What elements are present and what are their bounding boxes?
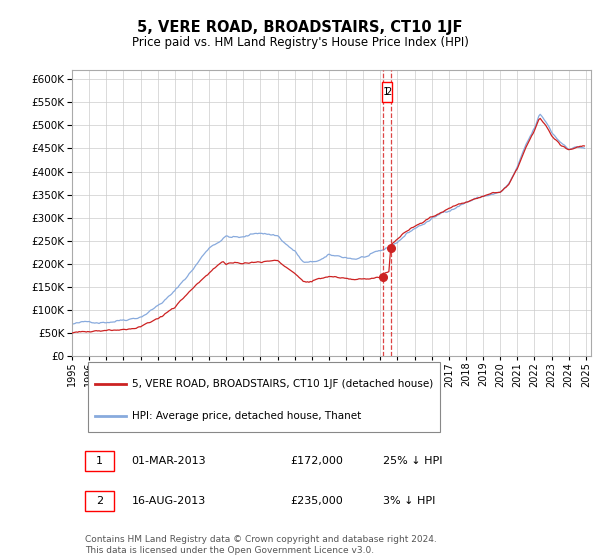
FancyBboxPatch shape <box>85 451 113 471</box>
Text: £172,000: £172,000 <box>290 456 343 466</box>
Text: 5, VERE ROAD, BROADSTAIRS, CT10 1JF: 5, VERE ROAD, BROADSTAIRS, CT10 1JF <box>137 20 463 35</box>
Text: Contains HM Land Registry data © Crown copyright and database right 2024.
This d: Contains HM Land Registry data © Crown c… <box>85 535 437 556</box>
Text: 1: 1 <box>96 456 103 466</box>
Text: 2: 2 <box>95 496 103 506</box>
Bar <box>382 82 392 102</box>
Text: HPI: Average price, detached house, Thanet: HPI: Average price, detached house, Than… <box>131 410 361 421</box>
Text: 25% ↓ HPI: 25% ↓ HPI <box>383 456 443 466</box>
Text: 2: 2 <box>385 87 392 97</box>
Text: 1: 1 <box>383 87 389 97</box>
Text: 5, VERE ROAD, BROADSTAIRS, CT10 1JF (detached house): 5, VERE ROAD, BROADSTAIRS, CT10 1JF (det… <box>131 379 433 389</box>
Text: Price paid vs. HM Land Registry's House Price Index (HPI): Price paid vs. HM Land Registry's House … <box>131 36 469 49</box>
FancyBboxPatch shape <box>88 362 440 432</box>
FancyBboxPatch shape <box>85 491 113 511</box>
Text: 3% ↓ HPI: 3% ↓ HPI <box>383 496 436 506</box>
Text: 01-MAR-2013: 01-MAR-2013 <box>131 456 206 466</box>
Text: 16-AUG-2013: 16-AUG-2013 <box>131 496 206 506</box>
Text: £235,000: £235,000 <box>290 496 343 506</box>
